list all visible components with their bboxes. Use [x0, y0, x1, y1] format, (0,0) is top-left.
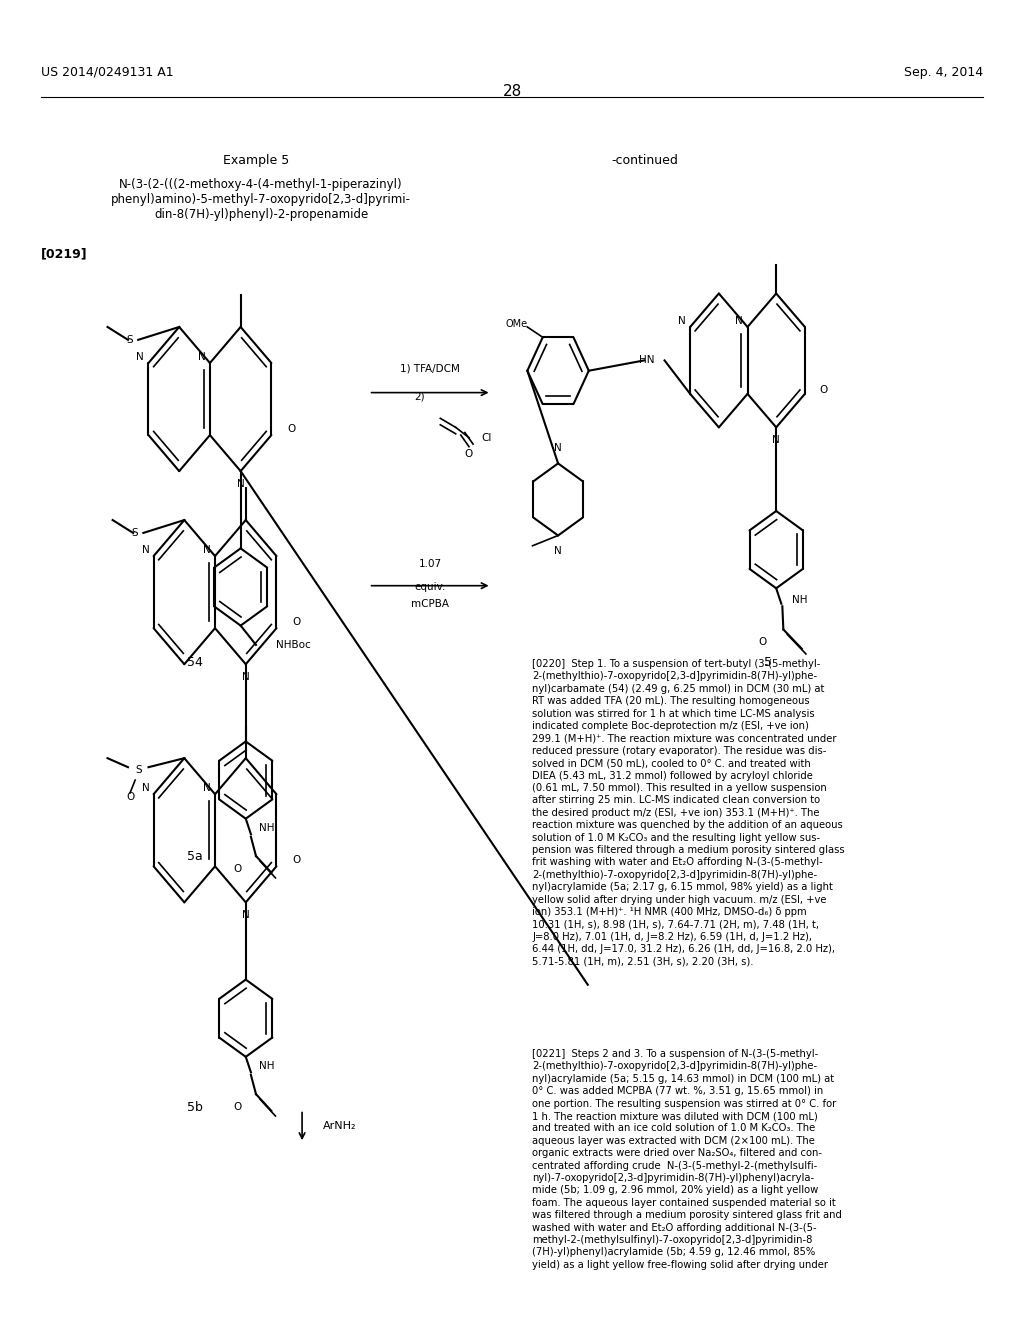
Text: N: N	[772, 436, 780, 445]
Text: NHBoc: NHBoc	[276, 640, 311, 649]
Text: N: N	[203, 783, 211, 793]
Text: O: O	[126, 792, 134, 801]
Text: S: S	[132, 528, 138, 539]
Text: N: N	[136, 351, 144, 362]
Text: N: N	[242, 672, 250, 682]
Text: N: N	[203, 545, 211, 554]
Text: N: N	[242, 911, 250, 920]
Text: O: O	[293, 616, 301, 627]
Text: N: N	[237, 479, 245, 488]
Text: N: N	[554, 444, 562, 453]
Text: HN: HN	[639, 355, 654, 366]
Text: -continued: -continued	[611, 154, 679, 168]
Text: N: N	[141, 783, 150, 793]
Text: [0220]  Step 1. To a suspension of tert-butyl (3-(5-methyl-
2-(methylthio)-7-oxo: [0220] Step 1. To a suspension of tert-b…	[532, 659, 845, 966]
Text: OMe: OMe	[505, 319, 527, 330]
Text: 2): 2)	[415, 391, 425, 401]
Text: S: S	[135, 764, 141, 775]
Text: N-(3-(2-(((2-methoxy-4-(4-methyl-1-piperazinyl)
phenyl)amino)-5-methyl-7-oxopyri: N-(3-(2-(((2-methoxy-4-(4-methyl-1-piper…	[112, 178, 411, 220]
Text: N: N	[141, 545, 150, 554]
Text: NH: NH	[259, 1061, 274, 1071]
Text: mCPBA: mCPBA	[411, 598, 450, 609]
Text: O: O	[819, 385, 827, 395]
Text: Sep. 4, 2014: Sep. 4, 2014	[904, 66, 983, 79]
Text: Cl: Cl	[481, 433, 492, 442]
Text: 5a: 5a	[186, 850, 203, 862]
Text: 5: 5	[764, 656, 772, 669]
Text: 54: 54	[186, 656, 203, 669]
Text: N: N	[198, 351, 206, 362]
Text: 1) TFA/DCM: 1) TFA/DCM	[400, 363, 460, 374]
Text: S: S	[127, 335, 133, 345]
Text: NH: NH	[259, 822, 274, 833]
Text: US 2014/0249131 A1: US 2014/0249131 A1	[41, 66, 174, 79]
Text: 1.07: 1.07	[419, 558, 441, 569]
Text: O: O	[293, 855, 301, 865]
Text: 5b: 5b	[186, 1101, 203, 1114]
Text: 28: 28	[503, 84, 521, 99]
Text: Example 5: Example 5	[223, 154, 289, 168]
Text: NH: NH	[792, 595, 807, 605]
Text: O: O	[233, 1102, 242, 1111]
Text: equiv.: equiv.	[415, 582, 445, 591]
Text: [0219]: [0219]	[41, 247, 88, 260]
Text: N: N	[554, 545, 562, 556]
Text: N: N	[678, 315, 686, 326]
Text: N: N	[735, 315, 743, 326]
Text: [0221]  Steps 2 and 3. To a suspension of N-(3-(5-methyl-
2-(methylthio)-7-oxopy: [0221] Steps 2 and 3. To a suspension of…	[532, 1049, 843, 1270]
Text: O: O	[288, 424, 296, 434]
Text: ArNH₂: ArNH₂	[323, 1121, 356, 1131]
Text: O: O	[759, 638, 767, 647]
Text: O: O	[465, 449, 473, 459]
Text: O: O	[233, 863, 242, 874]
